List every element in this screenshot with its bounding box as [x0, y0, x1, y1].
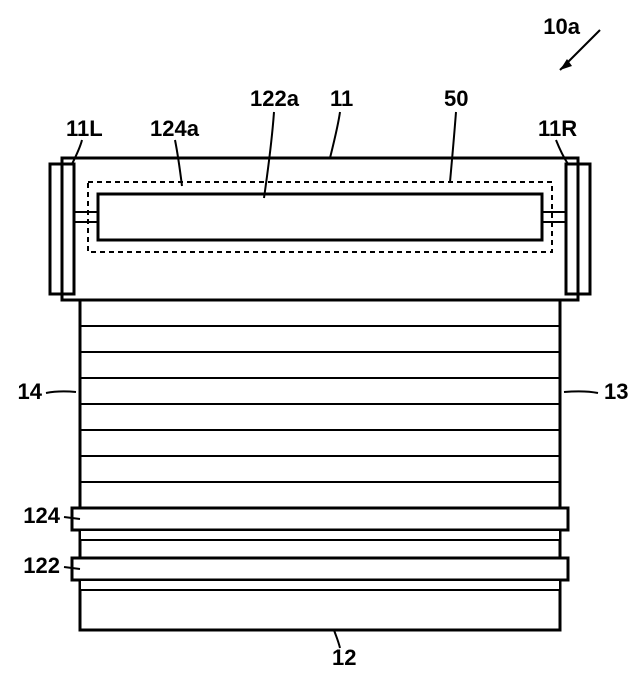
roller-122a [98, 194, 542, 240]
label-11L: 11L [66, 116, 103, 141]
label-122a: 122a [250, 86, 300, 111]
slat-lines [80, 300, 560, 482]
label-124a: 124a [150, 116, 200, 141]
label-10a: 10a [543, 14, 580, 39]
label-11R: 11R [538, 116, 577, 141]
label-124: 124 [23, 503, 60, 528]
label-14: 14 [18, 379, 43, 404]
bottom-bars [72, 508, 568, 590]
label-50: 50 [444, 86, 468, 111]
axle-left [74, 212, 98, 222]
label-122: 122 [23, 553, 60, 578]
label-13: 13 [604, 379, 628, 404]
housing-11 [62, 158, 578, 300]
patent-figure: 10a 11L 124a 122a 11 50 11R 14 13 124 122 12 [0, 0, 640, 676]
axle-right [542, 212, 566, 222]
label-12: 12 [332, 645, 356, 670]
label-11: 11 [330, 86, 353, 111]
